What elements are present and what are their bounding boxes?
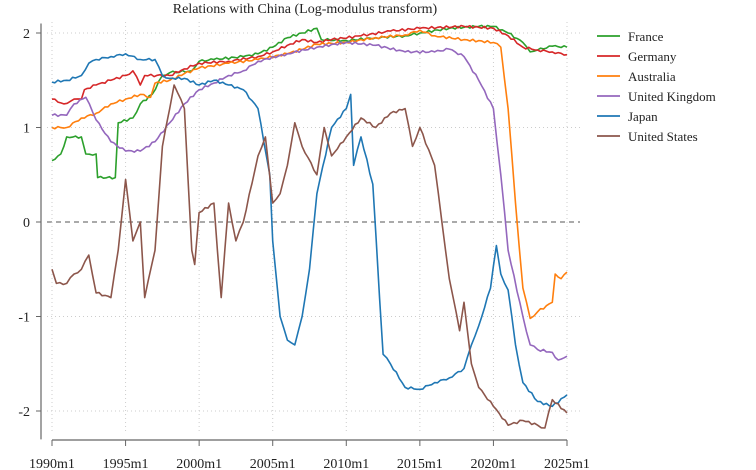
- x-tick-label: 2020m1: [470, 457, 516, 470]
- series-line-germany: [51, 24, 568, 105]
- legend-label-japan: Japan: [628, 109, 658, 124]
- y-tick-label: -2: [18, 405, 30, 420]
- legend-label-australia: Australia: [628, 69, 676, 84]
- x-tick-label: 1990m1: [29, 457, 75, 470]
- x-tick-label: 2010m1: [323, 457, 369, 470]
- series-line-france: [51, 24, 568, 180]
- y-tick-label: 0: [23, 216, 30, 231]
- legend-label-united-kingdom: United Kingdom: [628, 89, 716, 104]
- series-group: [51, 24, 568, 429]
- legend-label-germany: Germany: [628, 49, 677, 64]
- x-tick-label: 2015m1: [397, 457, 443, 470]
- legend: France Germany Australia United Kingdom Japa…: [597, 29, 716, 144]
- y-tick-label: 1: [23, 122, 30, 137]
- series-line-australia: [51, 29, 568, 320]
- series-line-japan: [51, 53, 568, 408]
- legend-label-france: France: [628, 29, 664, 44]
- series-line-united-kingdom: [51, 41, 568, 361]
- y-tick-label: 2: [23, 27, 30, 42]
- y-tick-label: -1: [18, 311, 30, 326]
- legend-label-united-states: United States: [628, 129, 698, 144]
- x-tick-label: 1995m1: [103, 457, 149, 470]
- axes: -2 -1 0 1 2 1990m1 1995m1 2000m1 2005m1 2010m1 201…: [18, 23, 590, 470]
- x-tick-label: 2000m1: [176, 457, 222, 470]
- x-tick-label: 2005m1: [250, 457, 296, 470]
- chart-title: Relations with China (Log-modulus transf…: [173, 2, 438, 17]
- series-line-united-states: [51, 84, 568, 429]
- x-tick-label: 2025m1: [544, 457, 590, 470]
